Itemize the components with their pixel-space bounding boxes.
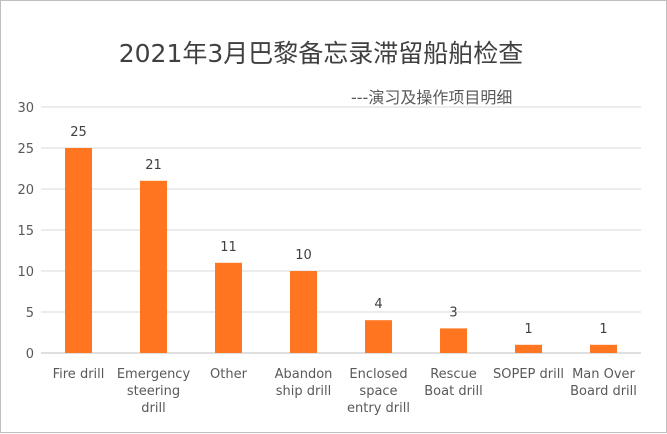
y-tick-label: 15 [17,224,34,239]
bar [215,262,242,353]
chart-title: 2021年3月巴黎备忘录滞留船舶检查 [118,39,524,68]
bar [290,271,317,353]
category-label: Enclosed space entry drill [347,367,410,416]
data-label: 1 [524,322,532,337]
bar [440,328,467,353]
chart-subtitle: ---演习及操作项目明细 [351,88,513,107]
y-tick-label: 10 [17,265,34,280]
category-label: Rescue Boat drill [424,367,483,399]
y-tick-label: 30 [17,101,34,116]
data-label: 25 [70,125,87,140]
y-tick-label: 0 [26,347,34,362]
y-tick-label: 20 [17,183,34,198]
bar [140,180,167,353]
bar [590,344,617,353]
category-label: Emergency steering drill [117,367,191,416]
data-label: 21 [145,158,162,173]
bar [65,148,92,353]
y-tick-label: 5 [26,306,34,321]
data-label: 1 [599,322,607,337]
data-label: 4 [374,297,382,312]
bar [365,320,392,353]
y-tick-label: 25 [17,142,34,157]
bar [515,344,542,353]
data-label: 3 [449,305,457,320]
data-label: 10 [295,248,312,263]
category-label: Other [210,367,248,382]
category-label: Abandon ship drill [275,367,333,399]
data-label: 11 [220,240,237,255]
category-label: Man Over Board drill [570,367,637,399]
category-label: Fire drill [53,367,105,382]
category-label: SOPEP drill [493,367,564,382]
